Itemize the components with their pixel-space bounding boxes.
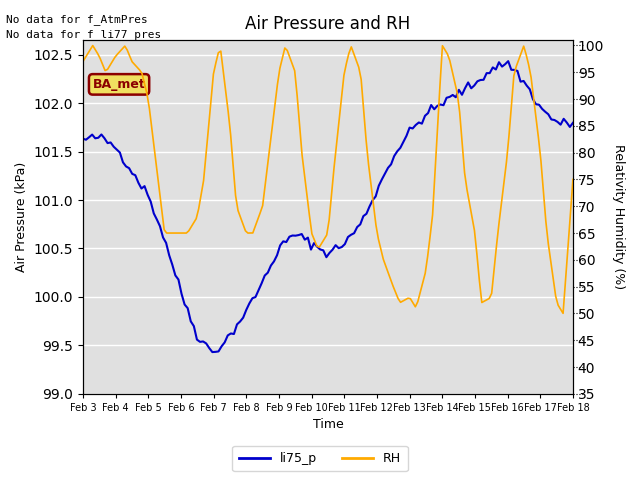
Y-axis label: Relativity Humidity (%): Relativity Humidity (%) (612, 144, 625, 289)
Text: BA_met: BA_met (93, 78, 145, 91)
X-axis label: Time: Time (312, 419, 343, 432)
Y-axis label: Air Pressure (kPa): Air Pressure (kPa) (15, 162, 28, 272)
Title: Air Pressure and RH: Air Pressure and RH (245, 15, 410, 33)
Text: No data for f_AtmPres
No data for f_li77_pres: No data for f_AtmPres No data for f_li77… (6, 14, 162, 40)
Legend: li75_p, RH: li75_p, RH (232, 446, 408, 471)
